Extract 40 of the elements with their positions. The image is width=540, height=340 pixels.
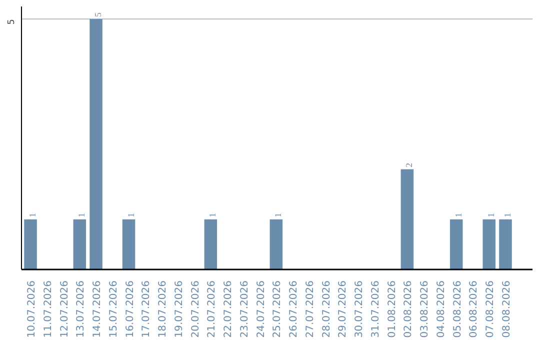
x-tick-label: 15.07.2026: [108, 280, 120, 338]
x-tick-label: 13.07.2026: [76, 280, 87, 338]
x-tick-label: 08.08.2026: [501, 280, 512, 338]
data-label: 1: [486, 212, 496, 218]
x-tick-label: 21.07.2026: [206, 280, 218, 338]
data-label: 1: [453, 212, 464, 218]
data-label: 2: [404, 162, 414, 168]
x-tick-label: 01.08.2026: [386, 280, 398, 338]
x-tick-label: 07.08.2026: [485, 280, 496, 338]
x-tick-label: 31.07.2026: [370, 280, 382, 338]
x-tick-label: 18.07.2026: [158, 280, 169, 338]
x-tick-label: 24.07.2026: [256, 280, 267, 338]
data-label: 5: [93, 12, 104, 18]
data-label: 1: [28, 212, 38, 218]
data-label: 1: [208, 212, 218, 218]
x-tick-label: 14.07.2026: [92, 280, 104, 338]
x-tick-label: 12.07.2026: [59, 280, 70, 338]
data-label: 1: [76, 212, 87, 218]
x-tick-label: 16.07.2026: [124, 280, 136, 338]
x-tick-label: 03.08.2026: [420, 280, 431, 338]
data-label: 1: [273, 212, 284, 218]
x-tick-label: 30.07.2026: [354, 280, 366, 338]
x-tick-label: 19.07.2026: [174, 280, 185, 338]
x-tick-label: 27.07.2026: [304, 280, 316, 338]
x-tick-label: 11.07.2026: [42, 280, 54, 338]
x-tick-label: 22.07.2026: [223, 280, 234, 338]
x-tick-label: 28.07.2026: [321, 280, 332, 338]
x-tick-label: 25.07.2026: [272, 280, 284, 338]
x-tick-label: 29.07.2026: [338, 280, 349, 338]
data-label: 1: [502, 212, 512, 218]
x-tick-label: 26.07.2026: [288, 280, 300, 338]
data-label: 1: [126, 212, 136, 218]
x-tick-label: 05.08.2026: [452, 280, 464, 338]
x-tick-label: 06.08.2026: [468, 280, 480, 338]
x-tick-label: 17.07.2026: [141, 280, 152, 338]
x-tick-label: 10.07.2026: [26, 280, 38, 338]
x-tick-label: 04.08.2026: [436, 280, 447, 338]
x-tick-label: 23.07.2026: [239, 280, 250, 338]
x-tick-label: 20.07.2026: [190, 280, 202, 338]
x-tick-label: 02.08.2026: [403, 280, 414, 338]
